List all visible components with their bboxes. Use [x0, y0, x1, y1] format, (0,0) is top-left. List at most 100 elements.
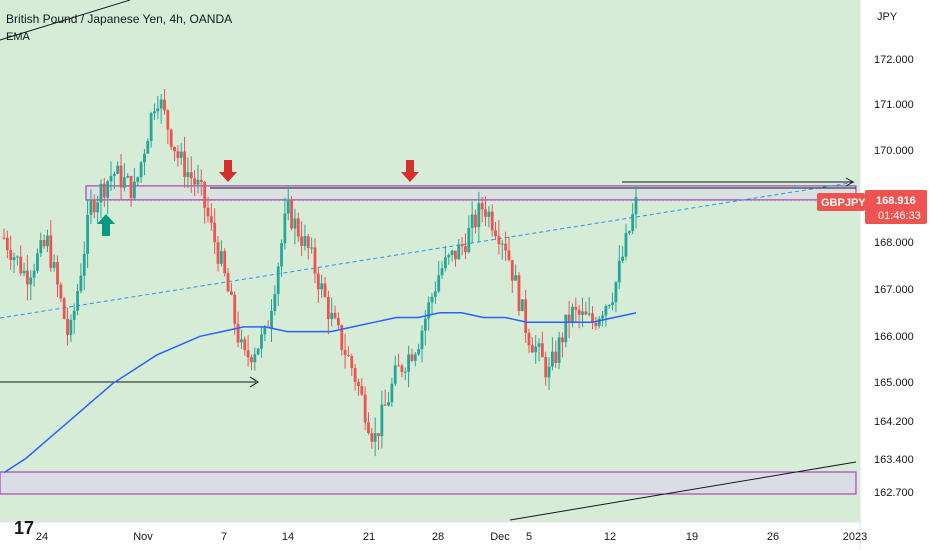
plot-background: [0, 0, 860, 522]
candle-body: [571, 306, 574, 322]
candle-body: [176, 151, 180, 158]
candle-body: [119, 165, 123, 188]
down-arrow-icon[interactable]: [219, 160, 237, 182]
candle-body: [2, 237, 6, 239]
tv-logo-icon: 17: [14, 518, 34, 538]
candle-body: [303, 236, 307, 246]
price-axis-ticks[interactable]: 172.000 171.000 170.000 168.000 167.000 166.0…: [874, 54, 914, 499]
candle-body: [112, 173, 116, 176]
candle-body: [203, 181, 207, 208]
time-tick-label: Dec: [490, 531, 510, 543]
candle-body: [403, 371, 407, 373]
up-arrow-icon[interactable]: [97, 214, 115, 236]
candle-body: [106, 181, 110, 198]
candle-body: [273, 294, 277, 312]
candle-body: [99, 183, 103, 203]
candle-body: [316, 273, 320, 290]
candle-body: [440, 268, 444, 276]
candle-body: [554, 351, 558, 363]
candle-body: [380, 404, 384, 437]
candle-body: [544, 357, 548, 378]
candle-body: [530, 345, 534, 353]
trendlines-layer: [0, 0, 857, 521]
down-arrow-icon[interactable]: [401, 160, 419, 182]
upper-trendline[interactable]: [0, 0, 131, 41]
candle-body: [26, 270, 29, 285]
price-tick-label: 171.000: [874, 99, 914, 111]
candle-body: [390, 383, 394, 403]
candle-body: [59, 284, 63, 299]
time-tick-label: 19: [686, 531, 698, 543]
candle-body: [9, 249, 13, 261]
candle-body: [607, 305, 611, 307]
symbol-label: GBPJPY: [821, 197, 866, 209]
candle-body: [357, 381, 360, 387]
price-tick-label: 166.000: [874, 331, 914, 343]
dashed-trendline[interactable]: [0, 181, 857, 319]
candle-body: [340, 325, 344, 350]
candle-body: [577, 309, 581, 315]
candle-body: [584, 311, 588, 315]
candle-body: [397, 365, 400, 367]
currency-label: JPY: [877, 11, 898, 23]
candle-body: [39, 240, 43, 254]
candle-body: [122, 177, 126, 188]
candle-body: [126, 175, 130, 178]
candle-body: [213, 222, 217, 243]
time-tick-label: 12: [604, 531, 616, 543]
candle-body: [82, 253, 86, 276]
candle-body: [430, 296, 434, 303]
candle-body: [557, 337, 561, 363]
candle-body: [494, 230, 497, 237]
candle-body: [510, 260, 514, 281]
candle-body: [300, 236, 304, 246]
lower-trendline[interactable]: [509, 461, 857, 521]
candle-body: [333, 312, 337, 318]
candle-body: [236, 323, 240, 343]
candle-body: [614, 282, 618, 303]
candle-body: [547, 366, 551, 378]
candle-body: [587, 313, 591, 315]
candle-body: [537, 343, 541, 347]
candle-body: [169, 129, 173, 147]
candle-body: [320, 283, 324, 290]
candle-body: [22, 270, 26, 274]
last-price-tag: [865, 190, 927, 224]
price-tick-label: 167.000: [874, 284, 914, 296]
time-tick-label: 2023: [843, 531, 867, 543]
candle-body: [183, 151, 186, 177]
ema-line[interactable]: [3, 312, 637, 474]
candle-body: [604, 305, 608, 316]
tradingview-logo[interactable]: 17: [10, 510, 42, 538]
candle-body: [504, 243, 507, 251]
countdown-label: 01:46:33: [878, 210, 921, 222]
candle-body: [196, 179, 200, 185]
candle-body: [631, 214, 635, 232]
candle-body: [69, 319, 73, 335]
candle-body: [46, 235, 49, 247]
candle-body: [129, 175, 133, 199]
candle-body: [443, 257, 447, 269]
candle-body: [223, 251, 227, 274]
candle-body: [474, 214, 477, 228]
candle-body: [89, 199, 93, 215]
candle-body: [280, 243, 283, 267]
candle-body: [383, 404, 387, 406]
candle-body: [534, 346, 538, 353]
candle-body: [480, 203, 484, 210]
candle-body: [447, 255, 451, 258]
candle-body: [260, 334, 263, 349]
price-tick-label: 170.000: [874, 145, 914, 157]
candle-body: [240, 339, 243, 343]
candle-body: [256, 348, 260, 355]
candle-body: [624, 233, 628, 257]
candle-body: [350, 356, 354, 368]
candle-body: [290, 199, 293, 229]
candle-body: [96, 202, 100, 213]
support-zone[interactable]: [0, 471, 857, 495]
indicator-label[interactable]: EMA: [6, 31, 31, 43]
candle-body: [12, 257, 16, 261]
candle-body: [540, 343, 544, 358]
candle-body: [29, 277, 33, 285]
time-axis-ticks[interactable]: 24 Nov 7 14 21 28 Dec 5 12 19 26 2023: [36, 531, 867, 543]
